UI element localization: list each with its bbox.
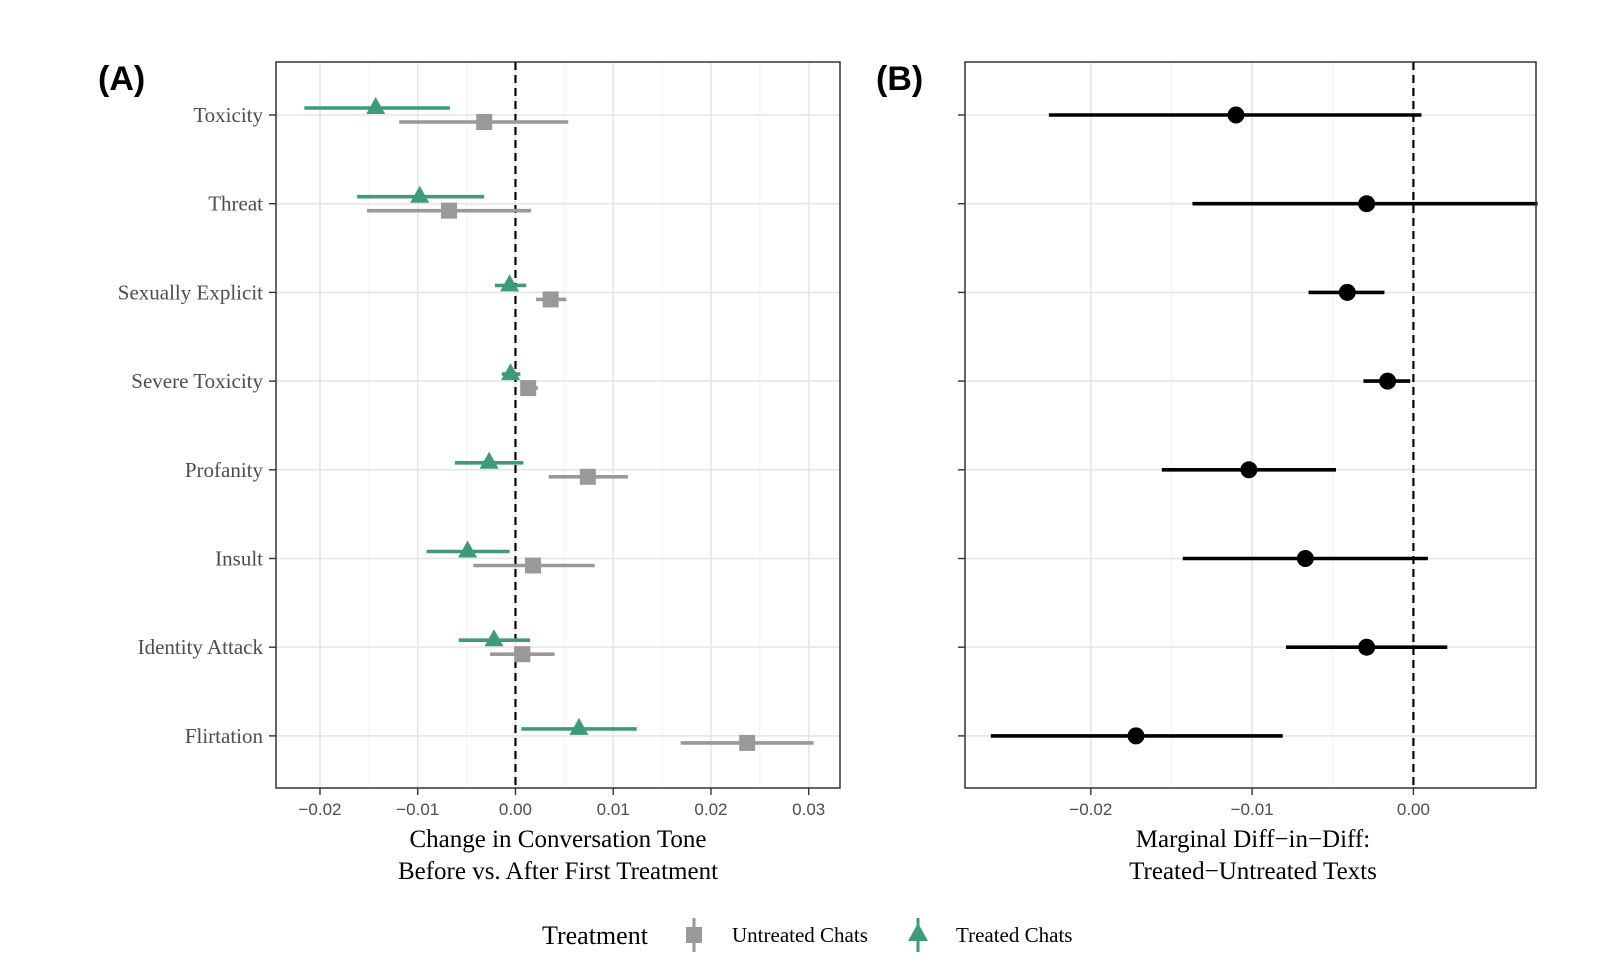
legend-key-untreated xyxy=(686,918,702,952)
panel-b-estimate-point-toxicity xyxy=(1227,106,1245,124)
panel-a-untreated-chats-point-identity-attack xyxy=(514,646,531,663)
panel-a-untreated-chats-point-sexually-explicit xyxy=(542,291,559,308)
panel-b-estimate-point-sexually-explicit xyxy=(1338,283,1356,301)
panel-a-x-tick-label: −0.02 xyxy=(298,800,341,819)
panel-b-x-tick-label: −0.01 xyxy=(1231,800,1274,819)
panel-a-treated-chats-point-insult xyxy=(458,540,478,558)
panel-a-treated-chats-point-severe-toxicity xyxy=(501,363,521,381)
panel-a-x-tick-label: 0.02 xyxy=(694,800,727,819)
panel-a-x-tick-label: 0.03 xyxy=(792,800,825,819)
panel-a-treated-chats-point-flirtation xyxy=(569,717,589,735)
panel-b: −0.02 −0.01 0.00 (B) Marginal Diff−in−Diff… xyxy=(876,60,1538,885)
panel-b-estimate-point-insult xyxy=(1296,550,1314,567)
legend-key-treated xyxy=(908,918,928,952)
panel-b-label: (B) xyxy=(876,60,923,98)
legend-title: Treatment xyxy=(542,921,649,950)
panel-b-estimate-point-threat xyxy=(1358,195,1376,213)
legend-label-untreated: Untreated Chats xyxy=(732,923,868,947)
panel-a-treated-chats-point-toxicity xyxy=(366,97,386,114)
category-label-flirtation: Flirtation xyxy=(185,724,264,748)
panel-a-background xyxy=(276,62,840,788)
panel-b-estimate-point-profanity xyxy=(1240,461,1258,479)
category-label-profanity: Profanity xyxy=(185,458,264,482)
panel-a-frame xyxy=(275,61,841,789)
panel-a-untreated-chats-point-severe-toxicity xyxy=(520,380,537,397)
panel-a-treated-chats-point-identity-attack xyxy=(484,629,504,647)
category-label-toxicity: Toxicity xyxy=(193,103,263,127)
category-label-severe-toxicity: Severe Toxicity xyxy=(131,369,263,393)
panel-a-axes: −0.02 −0.01 0.00 0.01 0.02 0.03 Toxicity Threat… xyxy=(118,103,826,819)
panel-a-treated-chats-point-threat xyxy=(410,185,430,203)
panel-a-xlabel-line1: Change in Conversation Tone xyxy=(409,826,706,853)
panel-a-treated-chats-point-profanity xyxy=(479,451,499,469)
panel-b-estimate-point-flirtation xyxy=(1127,727,1145,745)
legend: Treatment Untreated Chats Treated Chats xyxy=(542,918,1072,952)
category-label-threat: Threat xyxy=(208,192,263,216)
legend-untreated-square-marker xyxy=(686,927,702,943)
legend-label-treated: Treated Chats xyxy=(956,923,1072,947)
panel-a: −0.02 −0.01 0.00 0.01 0.02 0.03 Toxicity Threat… xyxy=(98,60,841,885)
panel-a-xlabel-line2: Before vs. After First Treatment xyxy=(398,858,718,885)
panel-a-label: (A) xyxy=(98,60,145,98)
panel-a-untreated-chats-point-profanity xyxy=(579,468,596,485)
panel-a-untreated-chats-point-insult xyxy=(525,557,542,574)
panel-a-untreated-chats-point-toxicity xyxy=(476,114,493,130)
panel-b-background xyxy=(965,62,1536,788)
panel-a-untreated-chats-point-threat xyxy=(441,202,458,219)
panel-b-axes: −0.02 −0.01 0.00 xyxy=(958,114,1430,819)
panel-b-xlabel-line1: Marginal Diff−in−Diff: xyxy=(1136,826,1370,853)
panel-b-estimate-point-identity-attack xyxy=(1358,638,1376,656)
panel-a-marks xyxy=(304,97,814,751)
panel-a-x-tick-label: −0.01 xyxy=(396,800,439,819)
category-label-sexually-explicit: Sexually Explicit xyxy=(118,280,263,304)
panel-b-x-tick-label: −0.02 xyxy=(1069,800,1112,819)
panel-b-x-tick-label: 0.00 xyxy=(1397,800,1430,819)
panel-b-xlabel-line2: Treated−Untreated Texts xyxy=(1129,858,1377,885)
legend-treated-triangle-marker xyxy=(908,923,928,941)
category-label-identity-attack: Identity Attack xyxy=(138,635,264,659)
panel-b-estimate-point-severe-toxicity xyxy=(1379,372,1397,390)
panel-a-untreated-chats-point-flirtation xyxy=(739,734,756,751)
panel-a-x-tick-label: 0.00 xyxy=(499,800,532,819)
panel-b-frame xyxy=(964,61,1537,789)
panel-b-marks xyxy=(990,106,1538,745)
panel-a-x-tick-label: 0.01 xyxy=(597,800,630,819)
category-label-insult: Insult xyxy=(215,547,263,571)
panel-a-treated-chats-point-sexually-explicit xyxy=(500,274,520,292)
